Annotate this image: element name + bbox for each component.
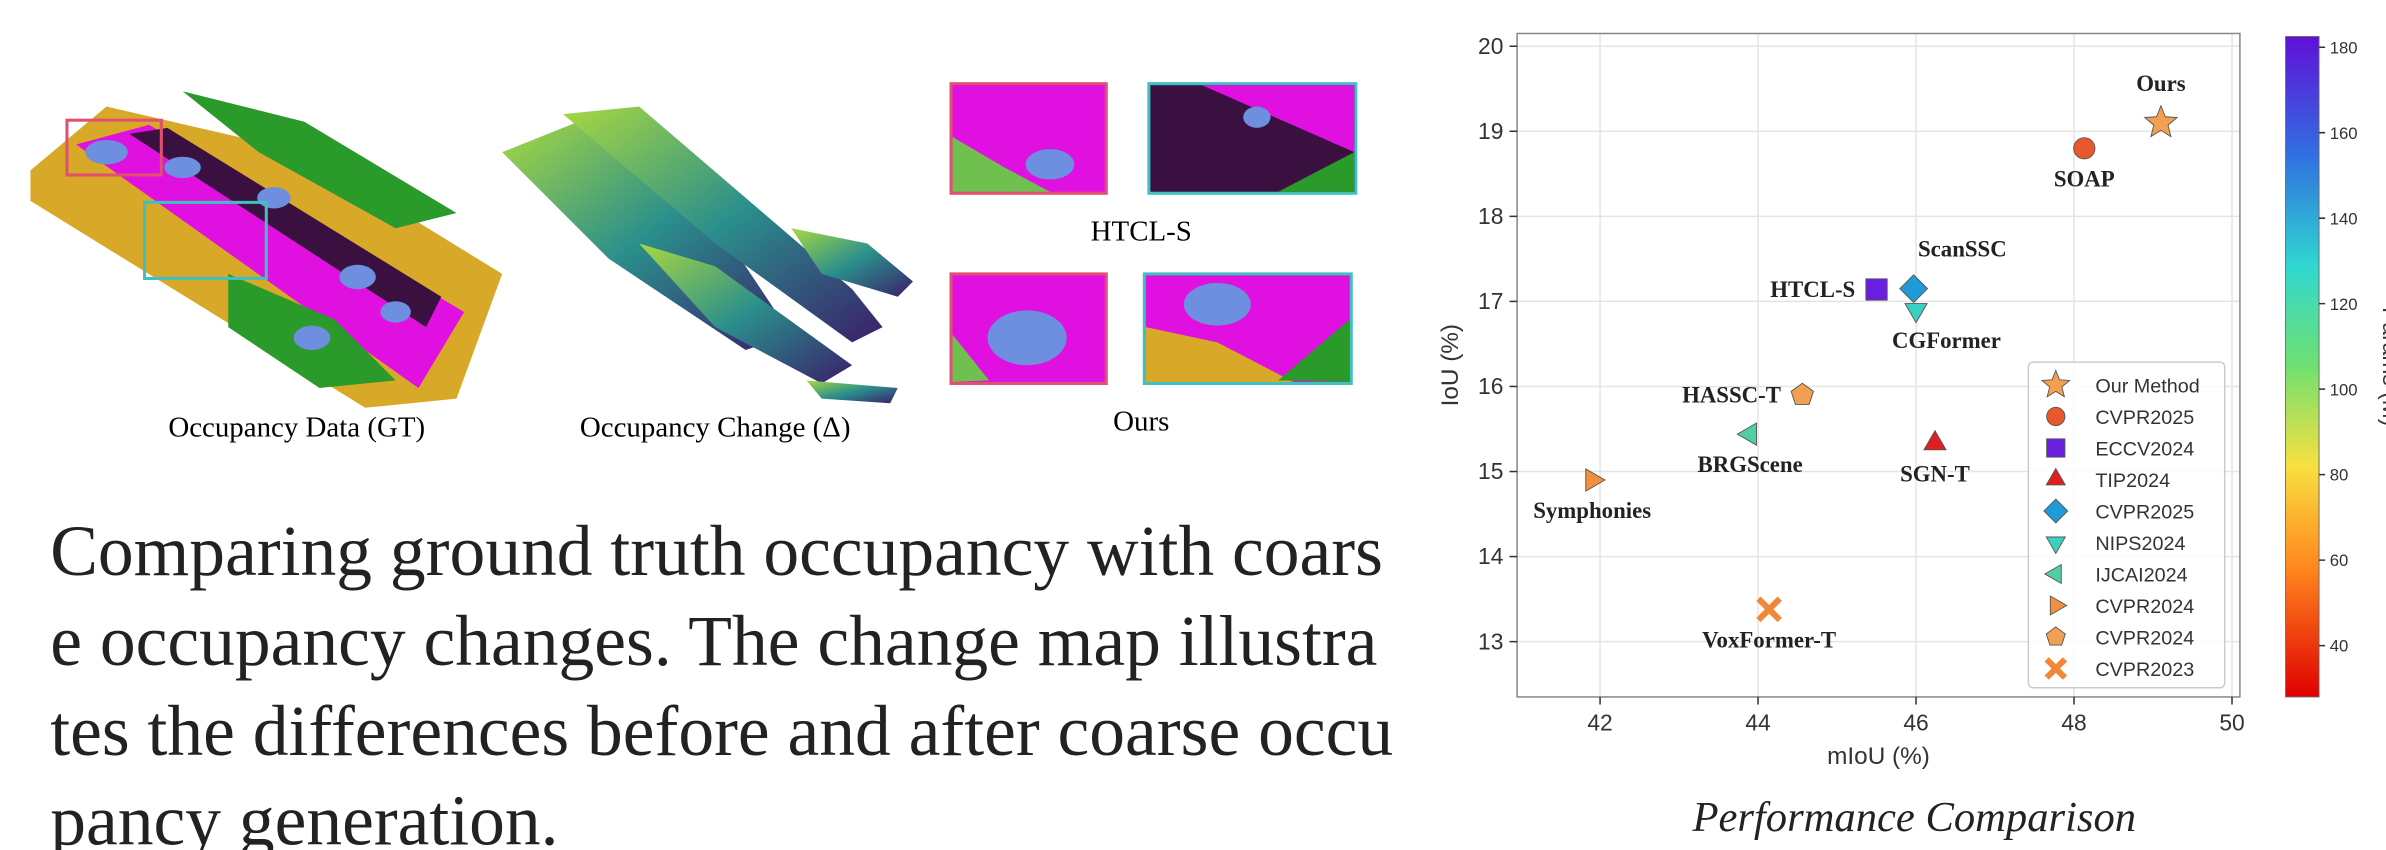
- chart-title: Performance Comparison: [1691, 794, 2136, 841]
- x-tick-label: 46: [1903, 709, 1928, 735]
- caption: Comparing ground truth occupancy with co…: [50, 508, 1395, 850]
- legend: Our Method CVPR2025 ECCV2024 TIP2024 CVPR202…: [2028, 362, 2224, 688]
- legend-label: NIPS2024: [2095, 533, 2185, 555]
- point-label: HASSC-T: [1682, 383, 1781, 408]
- point-label: CGFormer: [1892, 328, 2001, 353]
- point: [1924, 431, 1946, 450]
- colorbar: [2286, 37, 2319, 697]
- legend-label: IJCAI2024: [2095, 565, 2187, 587]
- legend-marker: [2047, 407, 2065, 425]
- point: [1866, 279, 1887, 300]
- legend-label: CVPR2025: [2095, 502, 2194, 524]
- point: [1737, 423, 1756, 445]
- legend-label: CVPR2023: [2095, 659, 2194, 681]
- legend-label: Our Method: [2095, 376, 2199, 398]
- legend-label: CVPR2024: [2095, 596, 2194, 618]
- panel-label: Occupancy Data (GT): [168, 412, 425, 444]
- y-tick-label: 19: [1478, 118, 1503, 144]
- legend-label: CVPR2024: [2095, 628, 2194, 650]
- colorbar-tick-label: 160: [2330, 124, 2358, 143]
- legend-marker: [2047, 439, 2065, 457]
- x-tick-label: 48: [2061, 709, 2086, 735]
- colorbar-tick-label: 120: [2330, 295, 2358, 314]
- y-tick-label: 14: [1478, 543, 1504, 569]
- crop-label: HTCL-S: [1091, 215, 1192, 247]
- colorbar-tick-label: 80: [2330, 466, 2349, 485]
- y-tick-label: 13: [1478, 628, 1503, 654]
- colorbar-tick-label: 100: [2330, 380, 2358, 399]
- y-tick-label: 16: [1478, 373, 1503, 399]
- panel-label: Occupancy Change (Δ): [580, 412, 851, 444]
- point-label: SOAP: [2054, 166, 2115, 191]
- colorbar-label: Params (M): [2378, 307, 2386, 426]
- colorbar-tick-label: 180: [2330, 38, 2358, 57]
- page: Occupancy Data (GT) Occupancy Change (Δ)…: [0, 0, 2386, 850]
- x-axis-label: mIoU (%): [1827, 743, 1930, 770]
- x-tick-label: 44: [1745, 709, 1771, 735]
- colorbar-tick-label: 60: [2330, 551, 2349, 570]
- change-render: [502, 107, 913, 404]
- gt-render: [30, 91, 502, 408]
- point-label: VoxFormer-T: [1702, 627, 1836, 652]
- y-tick-label: 18: [1478, 203, 1503, 229]
- point-label: ScanSSC: [1918, 237, 2007, 262]
- x-tick-label: 42: [1587, 709, 1612, 735]
- y-tick-label: 15: [1478, 458, 1503, 484]
- point: [1905, 304, 1927, 323]
- point-label: SGN-T: [1900, 461, 1970, 486]
- y-tick-label: 20: [1478, 33, 1503, 59]
- point-label: BRGScene: [1698, 452, 1803, 477]
- point: [2074, 138, 2095, 159]
- crop-label: Ours: [1113, 406, 1169, 438]
- y-axis-label: IoU (%): [1437, 324, 1464, 406]
- colorbar-tick-label: 140: [2330, 209, 2358, 228]
- point: [1900, 275, 1928, 303]
- point-label: HTCL-S: [1770, 277, 1855, 302]
- colorbar-tick-label: 40: [2330, 637, 2349, 656]
- legend-label: CVPR2025: [2095, 407, 2194, 429]
- y-tick-label: 17: [1478, 288, 1503, 314]
- point-label: Symphonies: [1533, 498, 1651, 523]
- figure: Occupancy Data (GT) Occupancy Change (Δ)…: [0, 0, 2386, 850]
- point-label: Ours: [2136, 71, 2186, 96]
- legend-label: TIP2024: [2095, 470, 2170, 492]
- legend-label: ECCV2024: [2095, 439, 2194, 461]
- x-tick-label: 50: [2219, 709, 2244, 735]
- point: [1758, 599, 1779, 620]
